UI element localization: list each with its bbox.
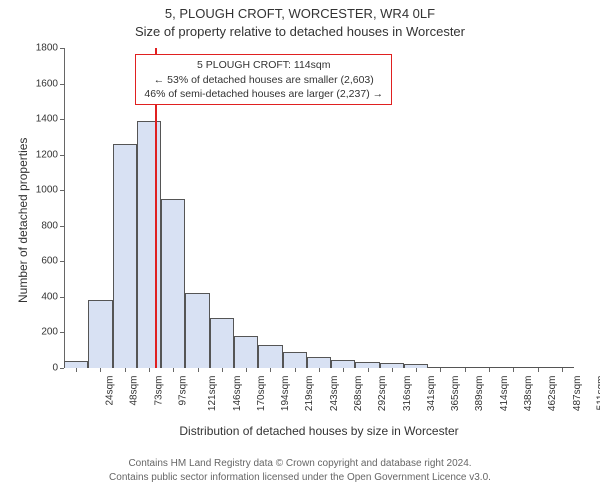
y-tick-mark	[60, 368, 64, 369]
x-tick-mark	[562, 368, 563, 372]
x-tick-label: 292sqm	[377, 376, 388, 412]
y-tick-mark	[60, 332, 64, 333]
y-axis-label: Number of detached properties	[16, 138, 30, 303]
x-tick-mark	[538, 368, 539, 372]
histogram-bar	[137, 121, 161, 368]
histogram-bar	[185, 293, 209, 368]
x-tick-label: 48sqm	[129, 376, 140, 406]
x-tick-mark	[295, 368, 296, 372]
histogram-bar	[258, 345, 282, 368]
x-tick-mark	[465, 368, 466, 372]
annotation-line: 46% of semi-detached houses are larger (…	[144, 87, 383, 101]
x-tick-label: 462sqm	[547, 376, 558, 412]
x-tick-label: 414sqm	[499, 376, 510, 412]
footer-line1: Contains HM Land Registry data © Crown c…	[0, 458, 600, 469]
histogram-bar	[307, 357, 331, 368]
y-tick-mark	[60, 226, 64, 227]
x-tick-mark	[416, 368, 417, 372]
x-tick-label: 219sqm	[305, 376, 316, 412]
histogram-bar	[64, 361, 88, 368]
annotation-line: 5 PLOUGH CROFT: 114sqm	[144, 58, 383, 72]
histogram-bar	[113, 144, 137, 368]
x-tick-label: 511sqm	[595, 376, 600, 411]
x-tick-label: 97sqm	[178, 376, 189, 406]
x-tick-label: 243sqm	[329, 376, 340, 412]
x-axis-label: Distribution of detached houses by size …	[64, 424, 574, 438]
x-tick-mark	[173, 368, 174, 372]
chart-title-line2: Size of property relative to detached ho…	[0, 24, 600, 39]
chart-title-line1: 5, PLOUGH CROFT, WORCESTER, WR4 0LF	[0, 6, 600, 21]
x-tick-mark	[270, 368, 271, 372]
x-tick-label: 487sqm	[572, 376, 583, 412]
y-tick-mark	[60, 190, 64, 191]
x-tick-mark	[513, 368, 514, 372]
x-tick-mark	[125, 368, 126, 372]
x-tick-label: 316sqm	[402, 376, 413, 412]
histogram-bar	[234, 336, 258, 368]
x-tick-mark	[368, 368, 369, 372]
y-tick-mark	[60, 84, 64, 85]
chart-container: 5, PLOUGH CROFT, WORCESTER, WR4 0LF Size…	[0, 0, 600, 500]
x-tick-mark	[149, 368, 150, 372]
x-tick-label: 438sqm	[523, 376, 534, 412]
x-tick-label: 389sqm	[475, 376, 486, 412]
footer-line2: Contains public sector information licen…	[0, 472, 600, 483]
x-tick-mark	[440, 368, 441, 372]
histogram-bar	[331, 360, 355, 368]
x-tick-mark	[489, 368, 490, 372]
x-tick-mark	[246, 368, 247, 372]
x-tick-label: 268sqm	[353, 376, 364, 412]
x-tick-label: 170sqm	[256, 376, 267, 412]
x-tick-mark	[198, 368, 199, 372]
x-tick-mark	[222, 368, 223, 372]
x-tick-mark	[76, 368, 77, 372]
histogram-bar	[210, 318, 234, 368]
x-tick-label: 24sqm	[105, 376, 116, 406]
x-tick-mark	[100, 368, 101, 372]
x-tick-mark	[343, 368, 344, 372]
y-tick-mark	[60, 155, 64, 156]
histogram-bar	[283, 352, 307, 368]
x-tick-label: 146sqm	[232, 376, 243, 412]
x-tick-label: 121sqm	[207, 376, 218, 412]
y-tick-mark	[60, 261, 64, 262]
x-tick-mark	[319, 368, 320, 372]
annotation-box: 5 PLOUGH CROFT: 114sqm← 53% of detached …	[135, 54, 392, 105]
plot-area: 02004006008001000120014001600180024sqm48…	[64, 48, 574, 368]
x-tick-label: 194sqm	[280, 376, 291, 412]
histogram-bar	[161, 199, 185, 368]
x-tick-label: 365sqm	[450, 376, 461, 412]
y-tick-mark	[60, 119, 64, 120]
x-tick-label: 341sqm	[426, 376, 437, 412]
annotation-line: ← 53% of detached houses are smaller (2,…	[144, 73, 383, 87]
y-tick-mark	[60, 297, 64, 298]
y-tick-mark	[60, 48, 64, 49]
histogram-bar	[88, 300, 112, 368]
x-tick-label: 73sqm	[153, 376, 164, 406]
x-tick-mark	[392, 368, 393, 372]
